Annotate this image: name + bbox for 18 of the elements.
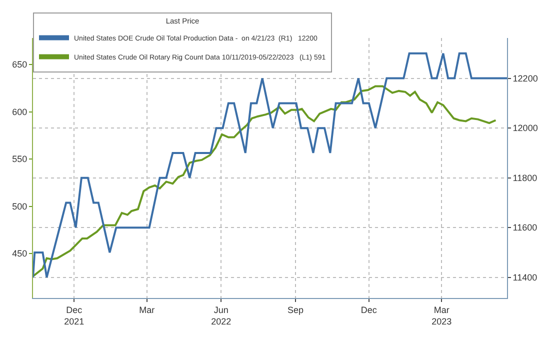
x-tick-label: Sep: [287, 304, 304, 315]
line-series: [33, 52, 507, 278]
y2-tick-label: 11600: [512, 222, 538, 233]
y-tick-label: 500: [12, 201, 28, 212]
y-tick-label: 450: [12, 248, 28, 259]
x-tick-label: Mar 2023: [432, 304, 452, 326]
y2-tick-label: 12200: [512, 73, 538, 84]
x-tick-label: Dec: [360, 304, 378, 315]
x-tick-label: Mar: [139, 304, 155, 315]
y-tick-label: 600: [12, 106, 28, 117]
y2-tick-label: 11800: [512, 172, 538, 183]
y2-tick-label: 11400: [512, 272, 538, 282]
x-tick-label: Dec 2021: [64, 304, 84, 326]
line-series: [33, 85, 497, 278]
y2-tick-label: 12000: [512, 123, 538, 134]
y-tick-label: 650: [12, 60, 28, 70]
y-tick-label: 550: [12, 154, 28, 164]
x-tick-label: Jun 2022: [211, 304, 232, 326]
